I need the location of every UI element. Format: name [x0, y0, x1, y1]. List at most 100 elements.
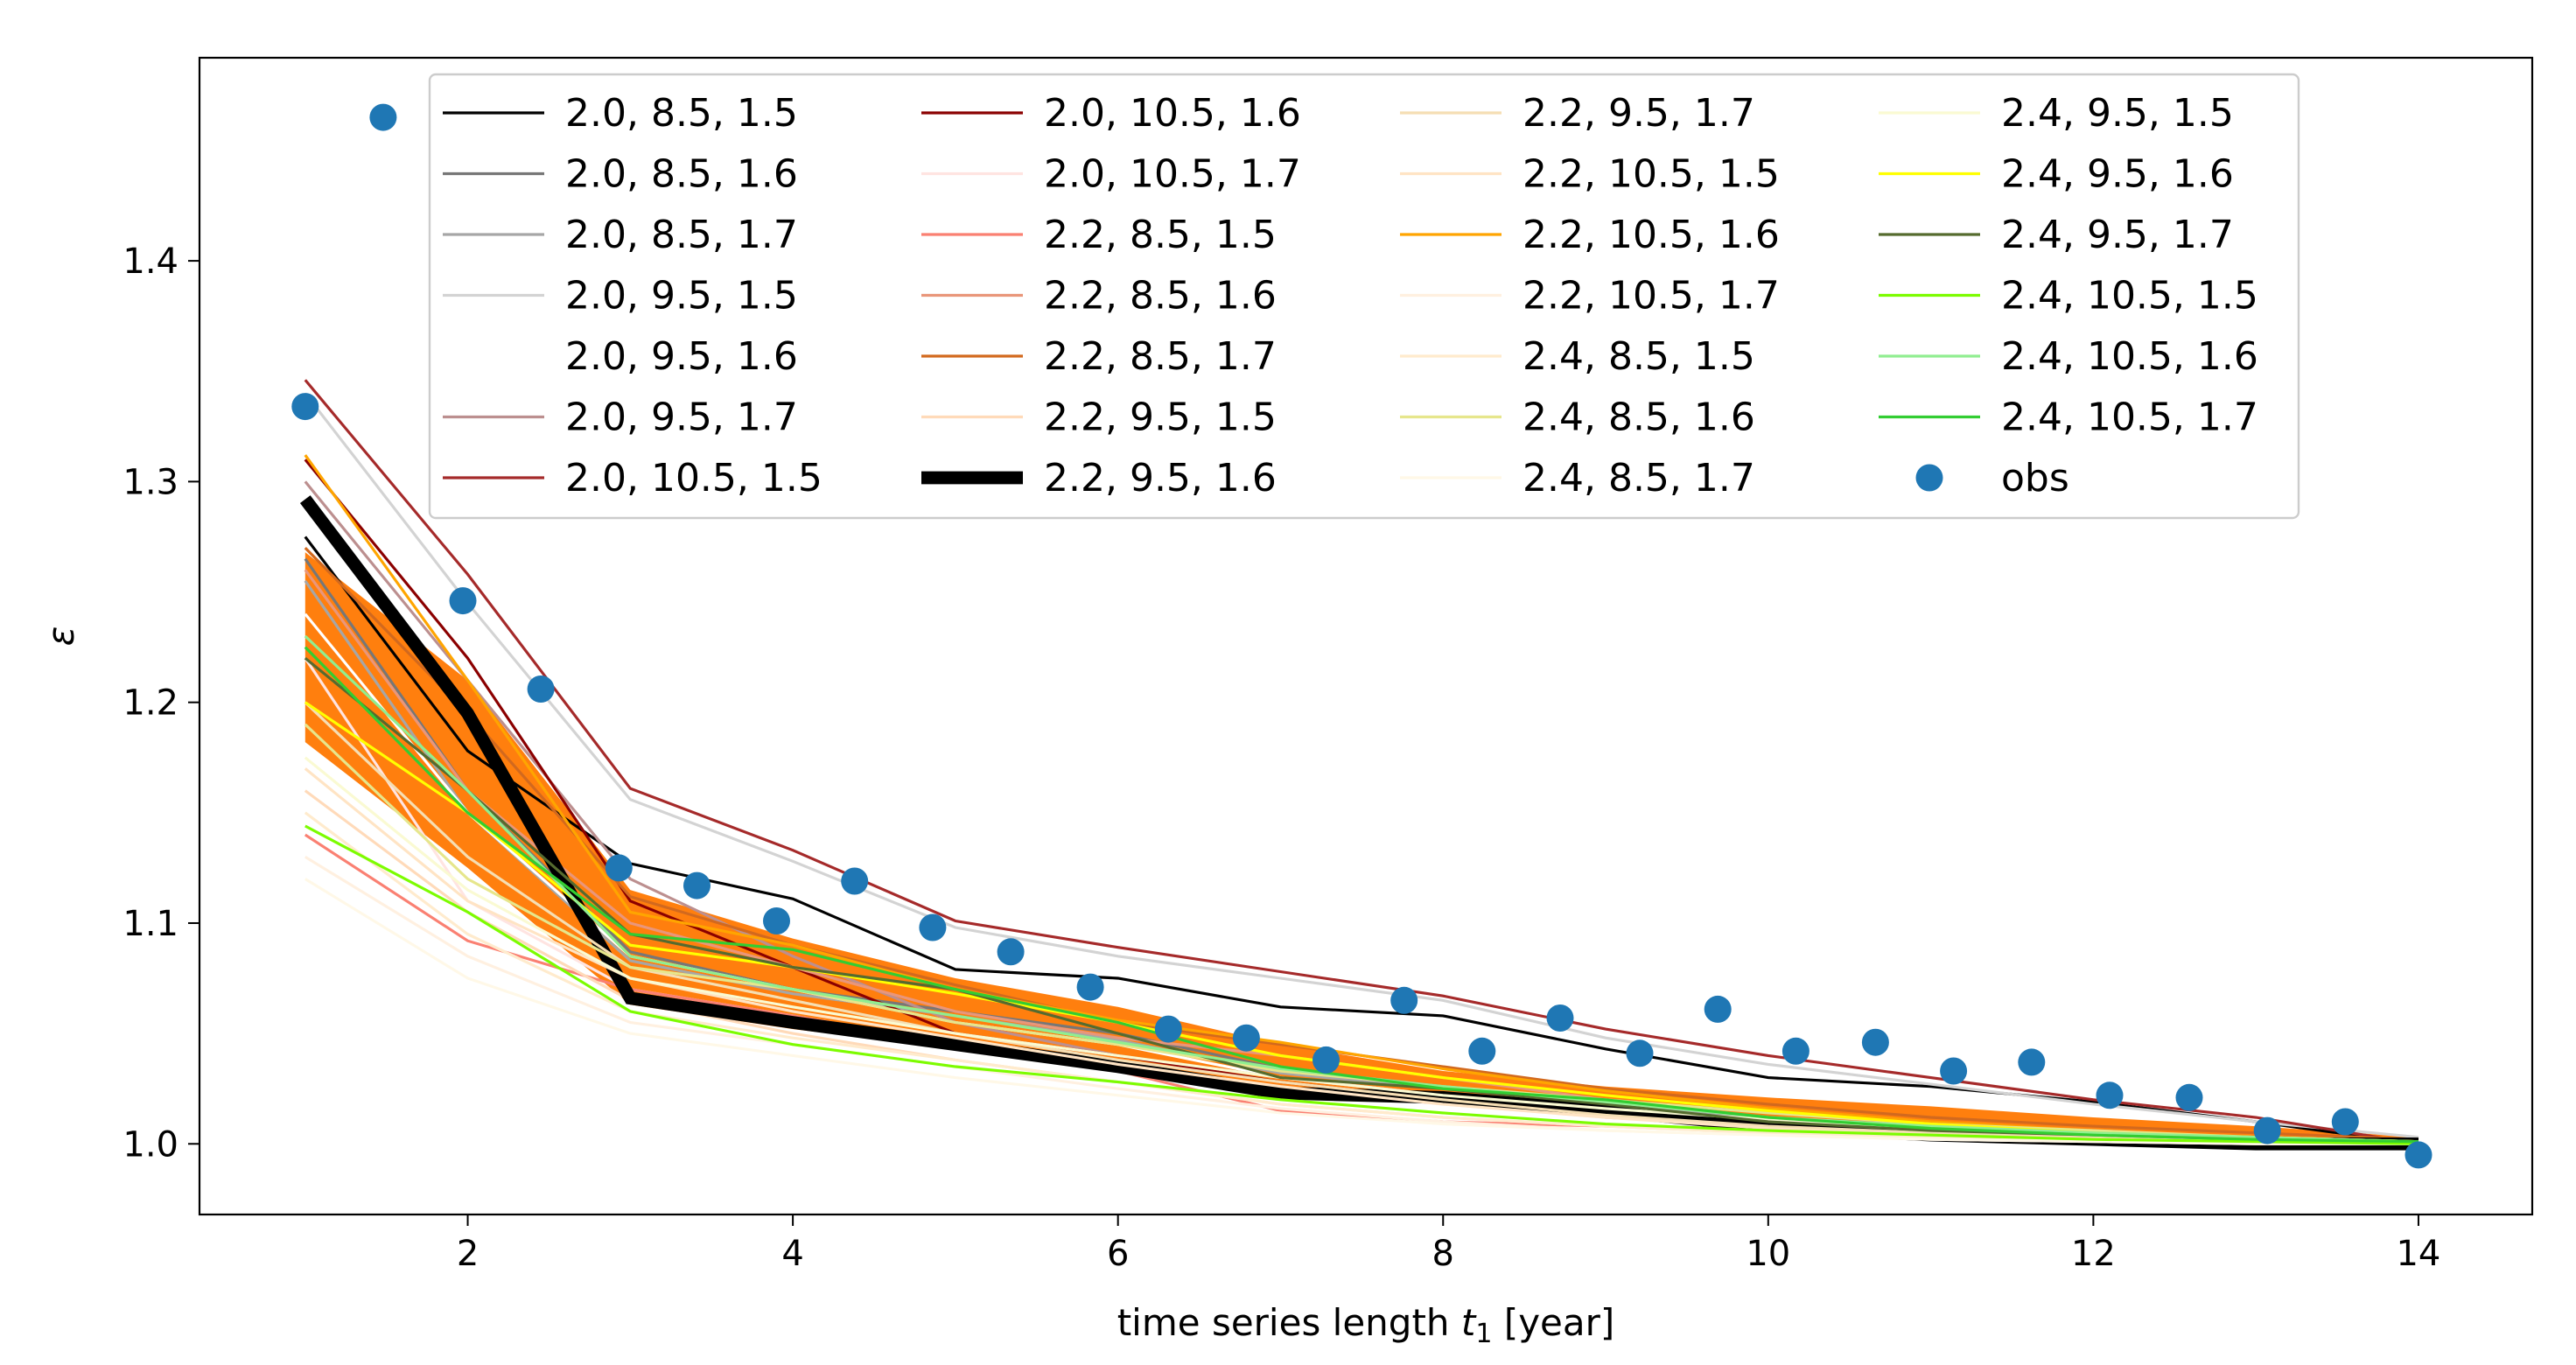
y-tick-label: 1.4	[122, 242, 178, 282]
series-line-2-2-9-5-1-7	[304, 701, 2419, 1145]
obs-point	[763, 907, 790, 934]
legend-item-2-4-8-5-1-7: 2.4, 8.5, 1.7	[1400, 456, 1755, 500]
obs-point	[2331, 1108, 2359, 1136]
legend-item-2-0-10-5-1-5: 2.0, 10.5, 1.5	[443, 456, 822, 500]
legend-label: 2.4, 10.5, 1.7	[2001, 396, 2258, 440]
y-tick-label: 1.0	[122, 1124, 178, 1165]
legend-label: 2.2, 9.5, 1.6	[1044, 456, 1277, 500]
legend-item-2-4-9-5-1-7: 2.4, 9.5, 1.7	[1879, 213, 2234, 257]
x-axis-label-unit: [year]	[1492, 1301, 1614, 1344]
legend-label: 2.4, 8.5, 1.5	[1522, 334, 1755, 379]
legend-item-2-0-10-5-1-7: 2.0, 10.5, 1.7	[921, 152, 1301, 197]
obs-point	[1546, 1004, 1574, 1032]
legend-marker	[1915, 464, 1943, 492]
x-tick-label: 4	[781, 1234, 803, 1274]
obs-point	[369, 103, 397, 131]
obs-point	[449, 587, 477, 615]
obs-point	[1312, 1046, 1340, 1074]
legend-label: 2.4, 9.5, 1.7	[2001, 213, 2234, 257]
legend-item-2-2-10-5-1-5: 2.2, 10.5, 1.5	[1400, 152, 1780, 197]
obs-point	[605, 854, 633, 882]
obs-point	[1940, 1057, 1968, 1085]
legend-item-2-4-9-5-1-6: 2.4, 9.5, 1.6	[1879, 152, 2234, 197]
legend-label: 2.0, 10.5, 1.6	[1044, 91, 1301, 136]
legend-item-obs: obs	[1915, 456, 2069, 500]
legend-label: 2.0, 8.5, 1.7	[565, 213, 798, 257]
y-tick-label: 1.3	[122, 462, 178, 502]
obs-point	[2018, 1048, 2046, 1076]
x-tick-label: 6	[1107, 1234, 1129, 1274]
legend-item-2-2-9-5-1-5: 2.2, 9.5, 1.5	[921, 396, 1277, 440]
obs-point	[1626, 1040, 1654, 1068]
obs-point	[1390, 986, 1418, 1014]
obs-point	[1154, 1015, 1182, 1043]
obs-point	[919, 914, 947, 942]
legend-frame	[428, 73, 2300, 520]
legend-item-2-4-9-5-1-5: 2.4, 9.5, 1.5	[1879, 91, 2234, 136]
legend-label: 2.2, 9.5, 1.7	[1522, 91, 1755, 136]
legend-label: 2.0, 8.5, 1.5	[565, 91, 798, 136]
obs-point	[997, 938, 1025, 966]
legend-item-2-4-8-5-1-6: 2.4, 8.5, 1.6	[1400, 396, 1755, 440]
legend-item-2-2-9-5-1-6: 2.2, 9.5, 1.6	[921, 456, 1277, 500]
legend-label: 2.2, 8.5, 1.7	[1044, 334, 1277, 379]
y-tick-label: 1.1	[122, 904, 178, 944]
obs-point	[1704, 995, 1732, 1023]
legend-label: 2.4, 9.5, 1.6	[2001, 152, 2234, 197]
x-axis-label-variable: t	[1461, 1301, 1477, 1344]
legend-label: 2.0, 9.5, 1.7	[565, 396, 798, 440]
y-axis-label: ε	[39, 626, 82, 647]
obs-point	[2175, 1083, 2203, 1111]
series-line-2-4-10-5-1-5	[304, 824, 2419, 1145]
legend-label: 2.0, 10.5, 1.5	[565, 456, 822, 500]
legend-label: 2.2, 10.5, 1.5	[1522, 152, 1780, 197]
series-line-2-0-9-5-1-5	[304, 392, 2419, 1139]
legend-item-2-2-8-5-1-7: 2.2, 8.5, 1.7	[921, 334, 1277, 379]
obs-point	[291, 393, 319, 421]
legend-label: 2.2, 9.5, 1.5	[1044, 396, 1277, 440]
x-tick-label: 8	[1432, 1234, 1454, 1274]
obs-point	[1861, 1028, 1889, 1056]
legend-label: 2.0, 8.5, 1.6	[565, 152, 798, 197]
y-tick-label: 1.2	[122, 683, 178, 724]
legend-label: 2.4, 10.5, 1.5	[2001, 274, 2258, 318]
legend-label: 2.0, 9.5, 1.6	[565, 334, 798, 379]
obs-point	[1076, 973, 1104, 1001]
legend-label: obs	[2001, 456, 2069, 500]
legend-item-2-0-8-5-1-6: 2.0, 8.5, 1.6	[443, 152, 798, 197]
legend-label: 2.2, 10.5, 1.6	[1522, 213, 1780, 257]
legend-item-2-4-10-5-1-6: 2.4, 10.5, 1.6	[1879, 334, 2258, 379]
legend-item-2-2-8-5-1-5: 2.2, 8.5, 1.5	[921, 213, 1277, 257]
obs-point	[841, 867, 869, 895]
legend-label: 2.4, 8.5, 1.6	[1522, 396, 1755, 440]
legend-item-2-2-10-5-1-7: 2.2, 10.5, 1.7	[1400, 274, 1780, 318]
legend-label: 2.2, 10.5, 1.7	[1522, 274, 1780, 318]
legend-item-2-0-9-5-1-7: 2.0, 9.5, 1.7	[443, 396, 798, 440]
obs-point	[683, 872, 710, 900]
legend-label: 2.0, 10.5, 1.7	[1044, 152, 1301, 197]
obs-point	[1232, 1024, 1260, 1052]
series-line-2-0-8-5-1-5	[304, 536, 2419, 1145]
legend-item-2-2-10-5-1-6: 2.2, 10.5, 1.6	[1400, 213, 1780, 257]
legend-item-2-0-10-5-1-6: 2.0, 10.5, 1.6	[921, 91, 1301, 136]
legend-item-2-0-8-5-1-5: 2.0, 8.5, 1.5	[443, 91, 798, 136]
series-line-2-4-8-5-1-7	[304, 878, 2418, 1145]
x-tick-label: 14	[2396, 1234, 2440, 1274]
obs-point	[2404, 1141, 2432, 1169]
obs-point	[1468, 1037, 1496, 1065]
obs-point	[527, 676, 555, 703]
legend-item-2-4-8-5-1-5: 2.4, 8.5, 1.5	[1400, 334, 1755, 379]
legend-label: 2.4, 8.5, 1.7	[1522, 456, 1755, 500]
legend-item-2-0-9-5-1-6: 2.0, 9.5, 1.6	[443, 334, 798, 379]
x-axis-label-subscript: 1	[1475, 1319, 1492, 1349]
series-line-2-0-10-5-1-5	[304, 379, 2419, 1145]
legend-label: 2.0, 9.5, 1.5	[565, 274, 798, 318]
plot-frame	[198, 56, 2534, 1216]
legend-item-2-0-9-5-1-5: 2.0, 9.5, 1.5	[443, 274, 798, 318]
legend-item-2-4-10-5-1-5: 2.4, 10.5, 1.5	[1879, 274, 2258, 318]
x-tick-label: 10	[1746, 1234, 1790, 1274]
series-line-2-4-10-5-1-7	[304, 646, 2419, 1144]
legend-item-2-2-9-5-1-7: 2.2, 9.5, 1.7	[1400, 91, 1755, 136]
legend-label: 2.4, 10.5, 1.6	[2001, 334, 2258, 379]
